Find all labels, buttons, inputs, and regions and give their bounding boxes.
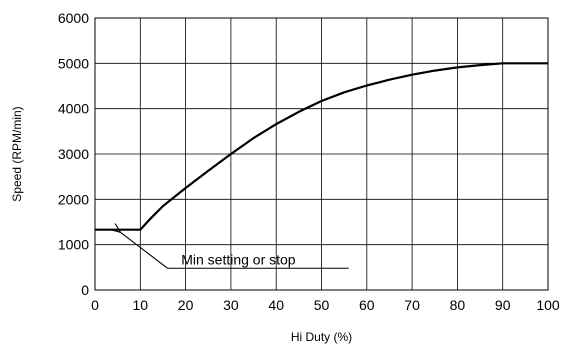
annotation-arrow-0 [120,232,168,269]
x-tick-label-80: 80 [450,297,466,313]
y-tick-label-1000: 1000 [58,237,89,253]
tick-labels: 0 10 20 30 40 50 60 70 80 90 100010002000300040005… [58,10,560,313]
x-tick-label-60: 60 [359,297,375,313]
x-tick-label-70: 70 [404,297,420,313]
x-tick-label-40: 40 [268,297,284,313]
annotation-group: Min setting or stop [120,232,349,269]
annotation-text-0: Min setting or stop [181,252,296,268]
series-line-0 [95,62,548,231]
x-tick-label-90: 90 [495,297,511,313]
x-tick-label-100: 100 [536,297,560,313]
y-tick-label-6000: 6000 [58,10,89,26]
x-tick-label-0: 0 [91,297,99,313]
y-axis-title: Speed (RPM/min) [10,106,24,201]
plot-frame [94,17,549,291]
x-tick-label-50: 50 [314,297,330,313]
grid-lines [94,17,549,291]
y-tick-label-4000: 4000 [58,101,89,117]
y-tick-label-0: 0 [81,282,89,298]
x-axis-title: Hi Duty (%) [291,330,352,344]
y-tick-label-2000: 2000 [58,191,89,207]
x-tick-label-10: 10 [133,297,149,313]
series-group [95,62,548,231]
x-tick-label-30: 30 [223,297,239,313]
y-tick-label-3000: 3000 [58,146,89,162]
x-tick-label-20: 20 [178,297,194,313]
y-tick-label-5000: 5000 [58,55,89,71]
